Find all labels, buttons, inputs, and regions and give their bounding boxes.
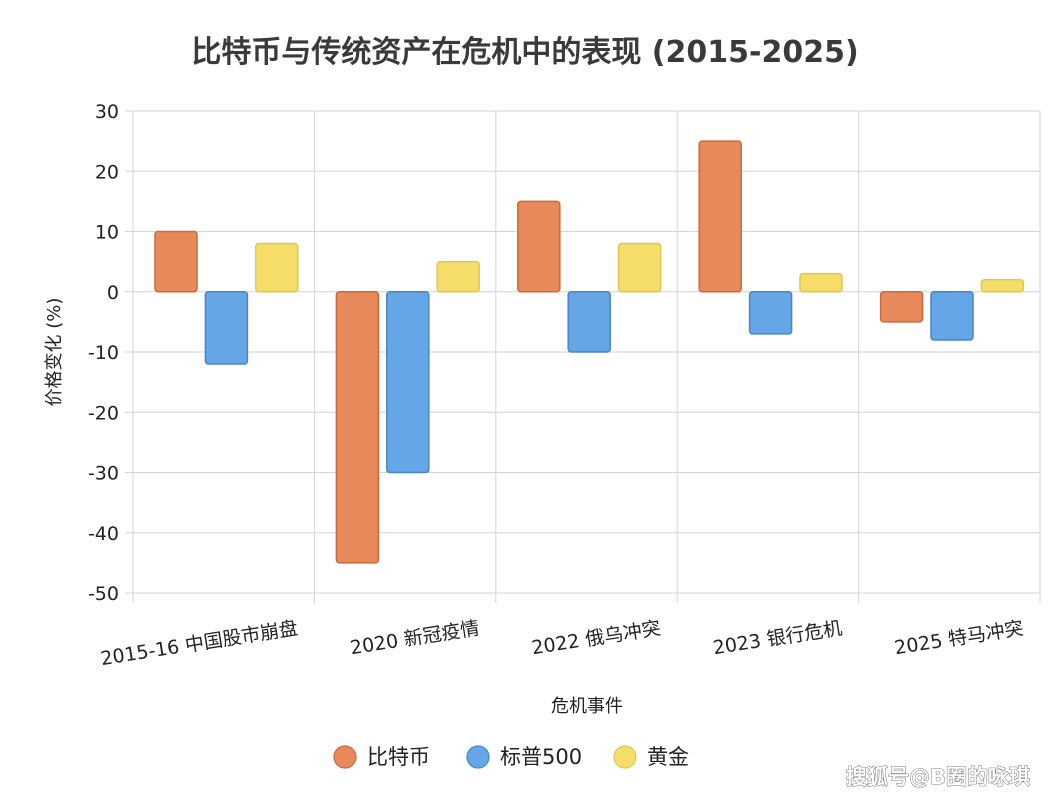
chart-title: 比特币与传统资产在危机中的表现 (2015-2025) <box>191 35 858 70</box>
y-tick-label: -50 <box>88 583 119 605</box>
x-axis-label: 危机事件 <box>551 696 623 717</box>
bar-bitcoin-4 <box>879 291 924 323</box>
legend-swatch <box>466 745 490 769</box>
y-tick-label: -20 <box>88 402 119 424</box>
bar-gold-1 <box>436 260 480 293</box>
y-tick-label: 10 <box>95 222 119 244</box>
legend-label: 黄金 <box>647 745 689 769</box>
legend-label: 比特币 <box>367 745 430 769</box>
grid <box>125 110 1041 603</box>
bars <box>154 140 1025 564</box>
bar-bitcoin-3 <box>698 140 742 293</box>
bar-bitcoin-1 <box>335 291 380 564</box>
bar-gold-4 <box>980 278 1025 293</box>
bar-sp500-1 <box>386 291 430 474</box>
legend-swatch <box>613 745 637 769</box>
bar-sp500-0 <box>204 291 249 365</box>
legend: 比特币 标普500 黄金 <box>333 745 689 769</box>
y-tick-label: 30 <box>95 101 119 123</box>
bar-bitcoin-0 <box>154 230 198 293</box>
y-axis-label: 价格变化 (%) <box>44 298 65 407</box>
x-tick-label: 2015-16 中国股市崩盘 <box>99 617 299 670</box>
bar-bitcoin-2 <box>517 200 561 293</box>
y-tick-label: -40 <box>88 523 119 545</box>
bar-gold-3 <box>799 272 843 293</box>
x-tick-label: 2022 俄乌冲突 <box>530 617 662 659</box>
bar-sp500-4 <box>930 291 974 341</box>
bar-sp500-3 <box>748 291 793 335</box>
x-tick-label: 2020 新冠疫情 <box>349 617 481 659</box>
y-tick-label: 20 <box>95 161 119 183</box>
bar-gold-0 <box>255 242 299 293</box>
legend-swatch <box>333 745 357 769</box>
x-tick-label: 2023 银行危机 <box>711 617 843 659</box>
y-tick-label: -10 <box>88 342 119 364</box>
legend-label: 标普500 <box>500 745 582 769</box>
y-tick-label: 0 <box>107 282 119 304</box>
y-axis-ticks: 30 20 10 0 -10 -20 -30 -40 -50 <box>88 101 119 605</box>
bar-gold-2 <box>617 242 662 293</box>
y-tick-label: -30 <box>88 463 119 485</box>
x-axis-ticks: 2015-16 中国股市崩盘 2020 新冠疫情 2022 俄乌冲突 2023 银行危… <box>99 617 1025 670</box>
x-tick-label: 2025 特马冲突 <box>893 617 1025 659</box>
watermark: 搜狐号@B圈的咏琪 <box>846 765 1030 789</box>
bar-sp500-2 <box>567 291 611 353</box>
